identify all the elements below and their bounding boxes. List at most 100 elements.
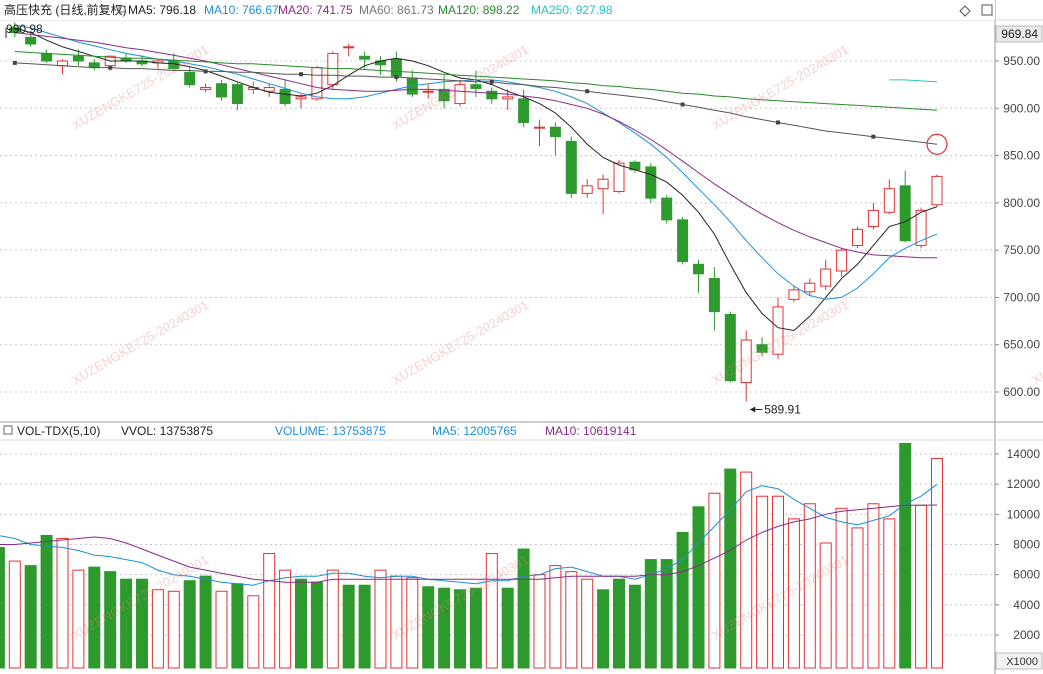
volume-bar (279, 569, 292, 669)
ma250-legend: MA250: 927.98 (531, 3, 613, 17)
candle-body (72, 55, 84, 62)
volume-ma-line-ma5 (0, 483, 938, 586)
volume-bar (597, 589, 610, 669)
settings-icon[interactable] (118, 5, 126, 13)
candle-body (200, 86, 212, 90)
volume-bar (88, 566, 101, 669)
volume-bar (628, 584, 641, 669)
volume-bar (867, 503, 880, 669)
candle-body (343, 46, 355, 49)
vvol-legend: VVOL: 13753875 (121, 424, 213, 438)
volume-bar (24, 565, 37, 669)
candle-body (184, 71, 196, 86)
vol-ma5-legend: MA5: 12005765 (432, 424, 517, 438)
candle-body (756, 344, 768, 353)
ma60-marker (108, 65, 113, 70)
vol-settings-icon[interactable] (3, 425, 13, 435)
candle-body (231, 84, 243, 105)
volume-bar (581, 578, 594, 669)
volume-bar (692, 506, 705, 669)
volume-bar (533, 574, 546, 669)
candle-body (661, 197, 673, 221)
volume-bar (676, 531, 689, 669)
ma-line-ma10 (14, 24, 938, 300)
volume-bar (931, 458, 943, 669)
volume-bar (40, 534, 53, 669)
ma120-legend: MA120: 898.22 (438, 3, 520, 17)
volume-bar (263, 553, 276, 669)
volume-bar (803, 503, 816, 669)
volume-bar (835, 507, 848, 669)
ma-line-ma250 (889, 79, 938, 83)
vol-unit-box (995, 652, 1043, 670)
candle-body (279, 88, 291, 105)
ma60-marker (871, 134, 876, 139)
candle-body (25, 36, 37, 45)
current-price-label: 969.84 (1001, 27, 1038, 41)
ma-line-ma120 (14, 51, 938, 111)
candle-body (518, 98, 530, 123)
ma-line-ma60 (14, 62, 938, 145)
candle-body (836, 249, 848, 272)
candle-body (645, 166, 657, 199)
volume-bar (469, 587, 482, 669)
volume-legend: VOLUME: 13753875 (275, 424, 386, 438)
candle-body (390, 58, 402, 77)
current-price-box (995, 25, 1043, 43)
price-tick-label: 600.00 (1003, 385, 1040, 399)
volume-bar (819, 542, 832, 669)
candle-body (581, 185, 593, 194)
candle-body (883, 188, 895, 213)
candle-body (915, 209, 927, 246)
restore-icon[interactable] (981, 4, 993, 16)
candle-body (263, 86, 275, 92)
ma60-marker (680, 102, 685, 107)
ma5-legend: MA5: 796.18 (128, 3, 196, 17)
volume-bar (231, 583, 244, 669)
high-price-label: 990.98 (6, 22, 43, 36)
price-tick-label: 650.00 (1003, 338, 1040, 352)
volume-bar (613, 578, 625, 669)
volume-bar (787, 518, 800, 669)
candle-body (677, 219, 689, 262)
volume-bar (549, 565, 562, 669)
price-tick-label: 750.00 (1003, 243, 1040, 257)
ma-line-ma20 (14, 32, 937, 259)
volume-bar (517, 548, 530, 669)
volume-bar (899, 442, 912, 669)
volume-bar (136, 578, 148, 669)
watermark-text: XUZENGKE725-20240301 (709, 42, 851, 133)
volume-bar (310, 581, 323, 669)
candle-body (359, 55, 371, 60)
volume-bar (72, 569, 85, 669)
watermark-text: XUZENGKE725-20240301 (389, 297, 531, 388)
volume-bar (120, 578, 133, 669)
volume-bar (104, 571, 117, 669)
ma60-marker (585, 89, 590, 94)
volume-bar (708, 492, 721, 669)
volume-bar (438, 587, 451, 669)
candle-body (597, 178, 609, 190)
candle-body (724, 313, 736, 382)
candle-body (708, 278, 720, 313)
price-title: 高压快充 (日线,前复权) (4, 2, 127, 17)
volume-bar (342, 584, 355, 669)
volume-tick-label: 14000 (1007, 447, 1041, 461)
candle-body (931, 175, 943, 206)
ma60-marker (489, 79, 494, 84)
volume-bar (644, 559, 657, 669)
candle-body (867, 209, 879, 227)
diamond-icon[interactable] (959, 5, 971, 17)
volume-tick-label: 12000 (1007, 477, 1041, 491)
candle-body (899, 185, 911, 242)
price-tick-label: 900.00 (1003, 101, 1040, 115)
candle-body (295, 96, 307, 100)
volume-bar (0, 547, 5, 669)
volume-bar (8, 560, 21, 669)
volume-bar (406, 577, 419, 669)
candle-body (852, 228, 863, 246)
candle-body (788, 289, 800, 300)
volume-bar (740, 471, 753, 669)
candle-body (454, 84, 466, 105)
volume-tick-label: 8000 (1013, 538, 1040, 552)
